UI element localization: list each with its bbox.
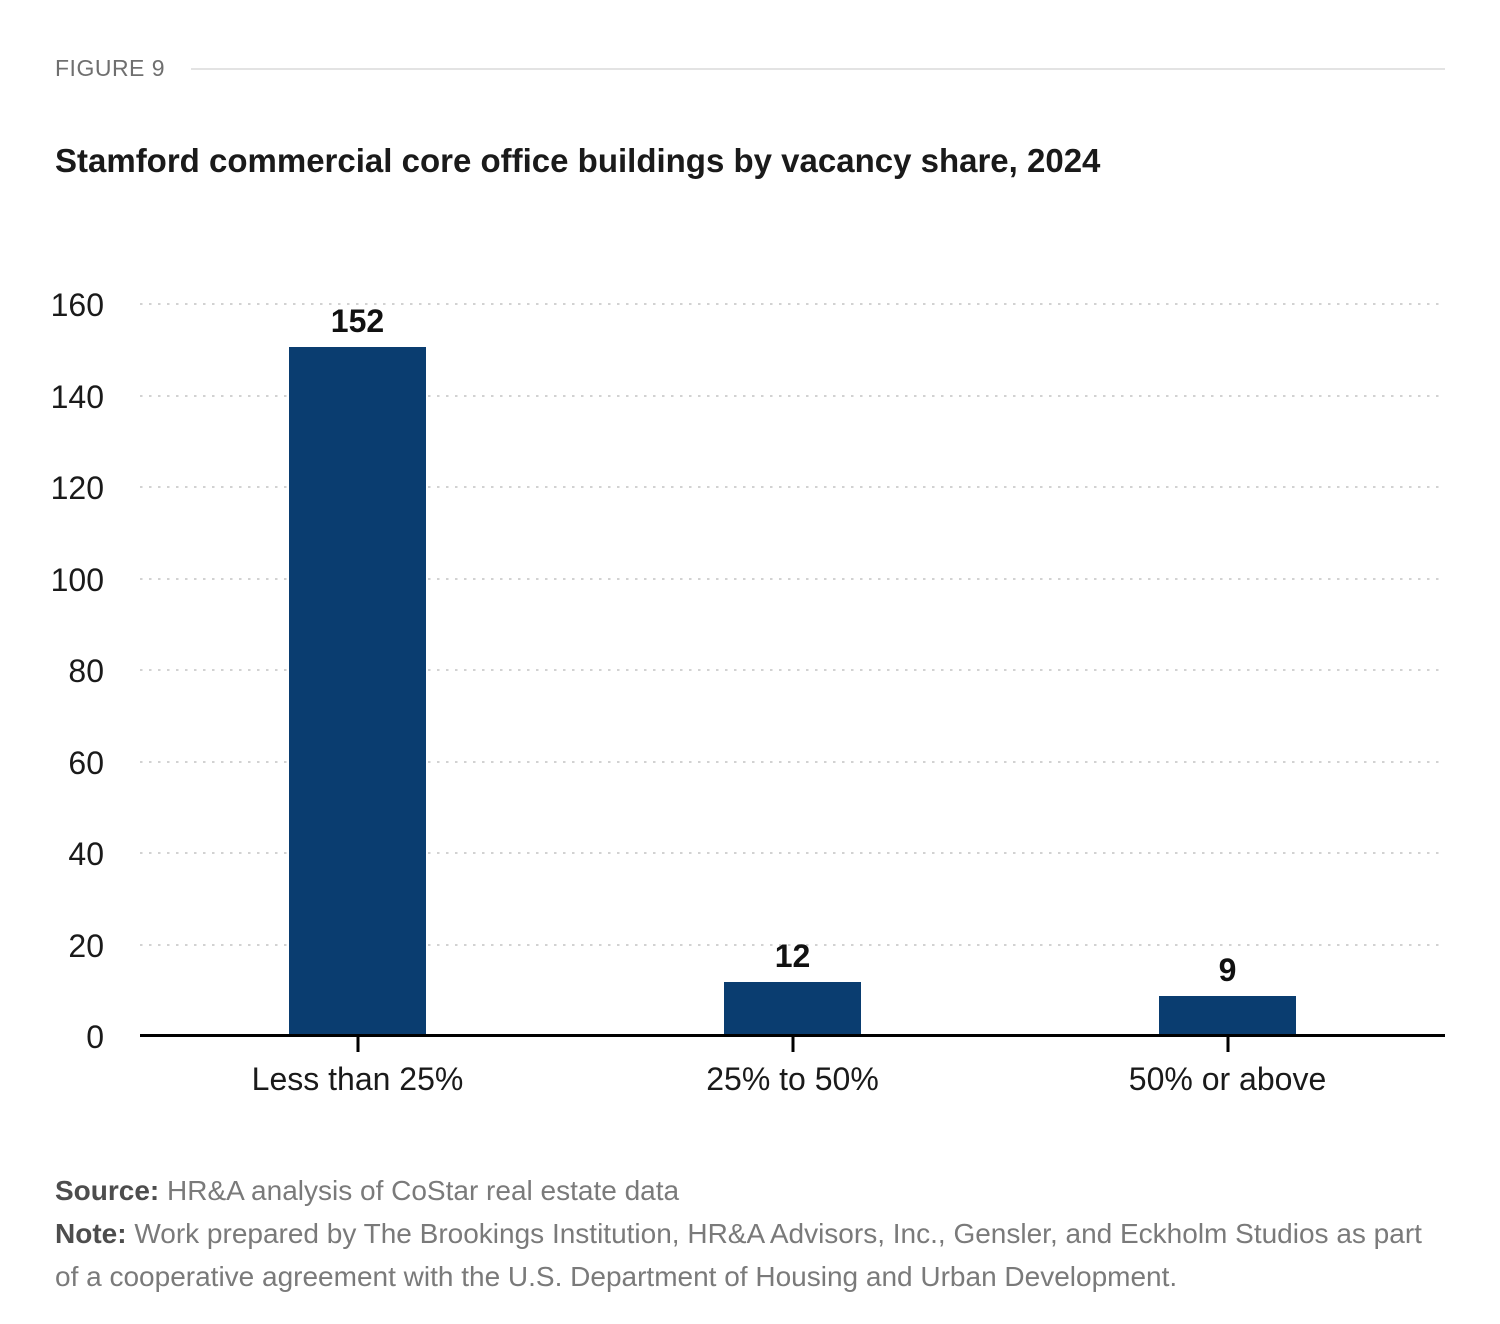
bar — [289, 347, 426, 1037]
y-axis-tick-label: 160 — [50, 287, 104, 323]
bar-value-label: 12 — [774, 938, 811, 975]
gridline — [140, 760, 1445, 763]
chart-title: Stamford commercial core office building… — [55, 142, 1101, 179]
bar-value-label: 152 — [330, 303, 385, 339]
x-axis-tick — [356, 1037, 359, 1052]
bars-group: 152 Less than 25% 12 25% to 50% 9 50% or abov… — [140, 303, 1445, 1095]
gridline — [140, 852, 1445, 854]
source-label: Source: — [55, 1175, 160, 1206]
y-axis-tick-label: 40 — [68, 836, 104, 872]
gridline — [140, 303, 1445, 305]
bar — [1159, 995, 1296, 1037]
x-axis-category-label: 50% or above — [1128, 1061, 1327, 1097]
gridline — [140, 577, 1445, 580]
y-axis: 0 20 40 60 80 100 120 140 160 — [51, 289, 140, 1053]
gridline — [140, 486, 1445, 488]
source-note-block: Source: HR&A analysis of CoStar real est… — [55, 1169, 1445, 1298]
bar — [724, 982, 861, 1037]
x-axis-tick — [791, 1037, 794, 1052]
gridline — [140, 943, 1445, 946]
y-axis-tick-label: 140 — [50, 378, 104, 415]
source-text: HR&A analysis of CoStar real estate data — [167, 1175, 680, 1206]
x-axis-tick — [1226, 1037, 1229, 1052]
note-label: Note: — [55, 1218, 127, 1249]
gridline — [140, 669, 1445, 671]
note-line: Note: Work prepared by The Brookings Ins… — [55, 1212, 1445, 1298]
y-axis-tick-label: 0 — [86, 1019, 104, 1055]
figure-number-label: FIGURE 9 — [55, 55, 166, 81]
y-axis-tick-label: 80 — [68, 653, 104, 689]
y-axis-tick-label: 60 — [68, 744, 104, 781]
y-axis-tick-label: 120 — [50, 470, 104, 506]
gridline — [140, 394, 1445, 397]
figure-header: FIGURE 9 — [55, 55, 1445, 82]
bar-value-label: 9 — [1218, 951, 1237, 988]
x-axis-line — [140, 1034, 1445, 1037]
plot-area: 152 Less than 25% 12 25% to 50% 9 50% or abov… — [140, 303, 1445, 1095]
note-text: Work prepared by The Brookings Instituti… — [55, 1218, 1422, 1292]
y-axis-tick-label: 20 — [68, 927, 104, 964]
source-line: Source: HR&A analysis of CoStar real est… — [55, 1169, 1445, 1212]
bar-chart: 0 20 40 60 80 100 120 140 160 152 Less than 25% 12… — [51, 289, 1445, 1095]
header-rule — [191, 67, 1445, 70]
y-axis-tick-label: 100 — [50, 561, 104, 598]
bar-slot: 152 Less than 25% — [140, 303, 575, 1095]
x-axis-category-label: 25% to 50% — [706, 1061, 879, 1097]
x-axis-category-label: Less than 25% — [251, 1061, 464, 1097]
bar-slot: 9 50% or above — [1010, 305, 1445, 1095]
bar-slot: 12 25% to 50% — [575, 305, 1010, 1095]
